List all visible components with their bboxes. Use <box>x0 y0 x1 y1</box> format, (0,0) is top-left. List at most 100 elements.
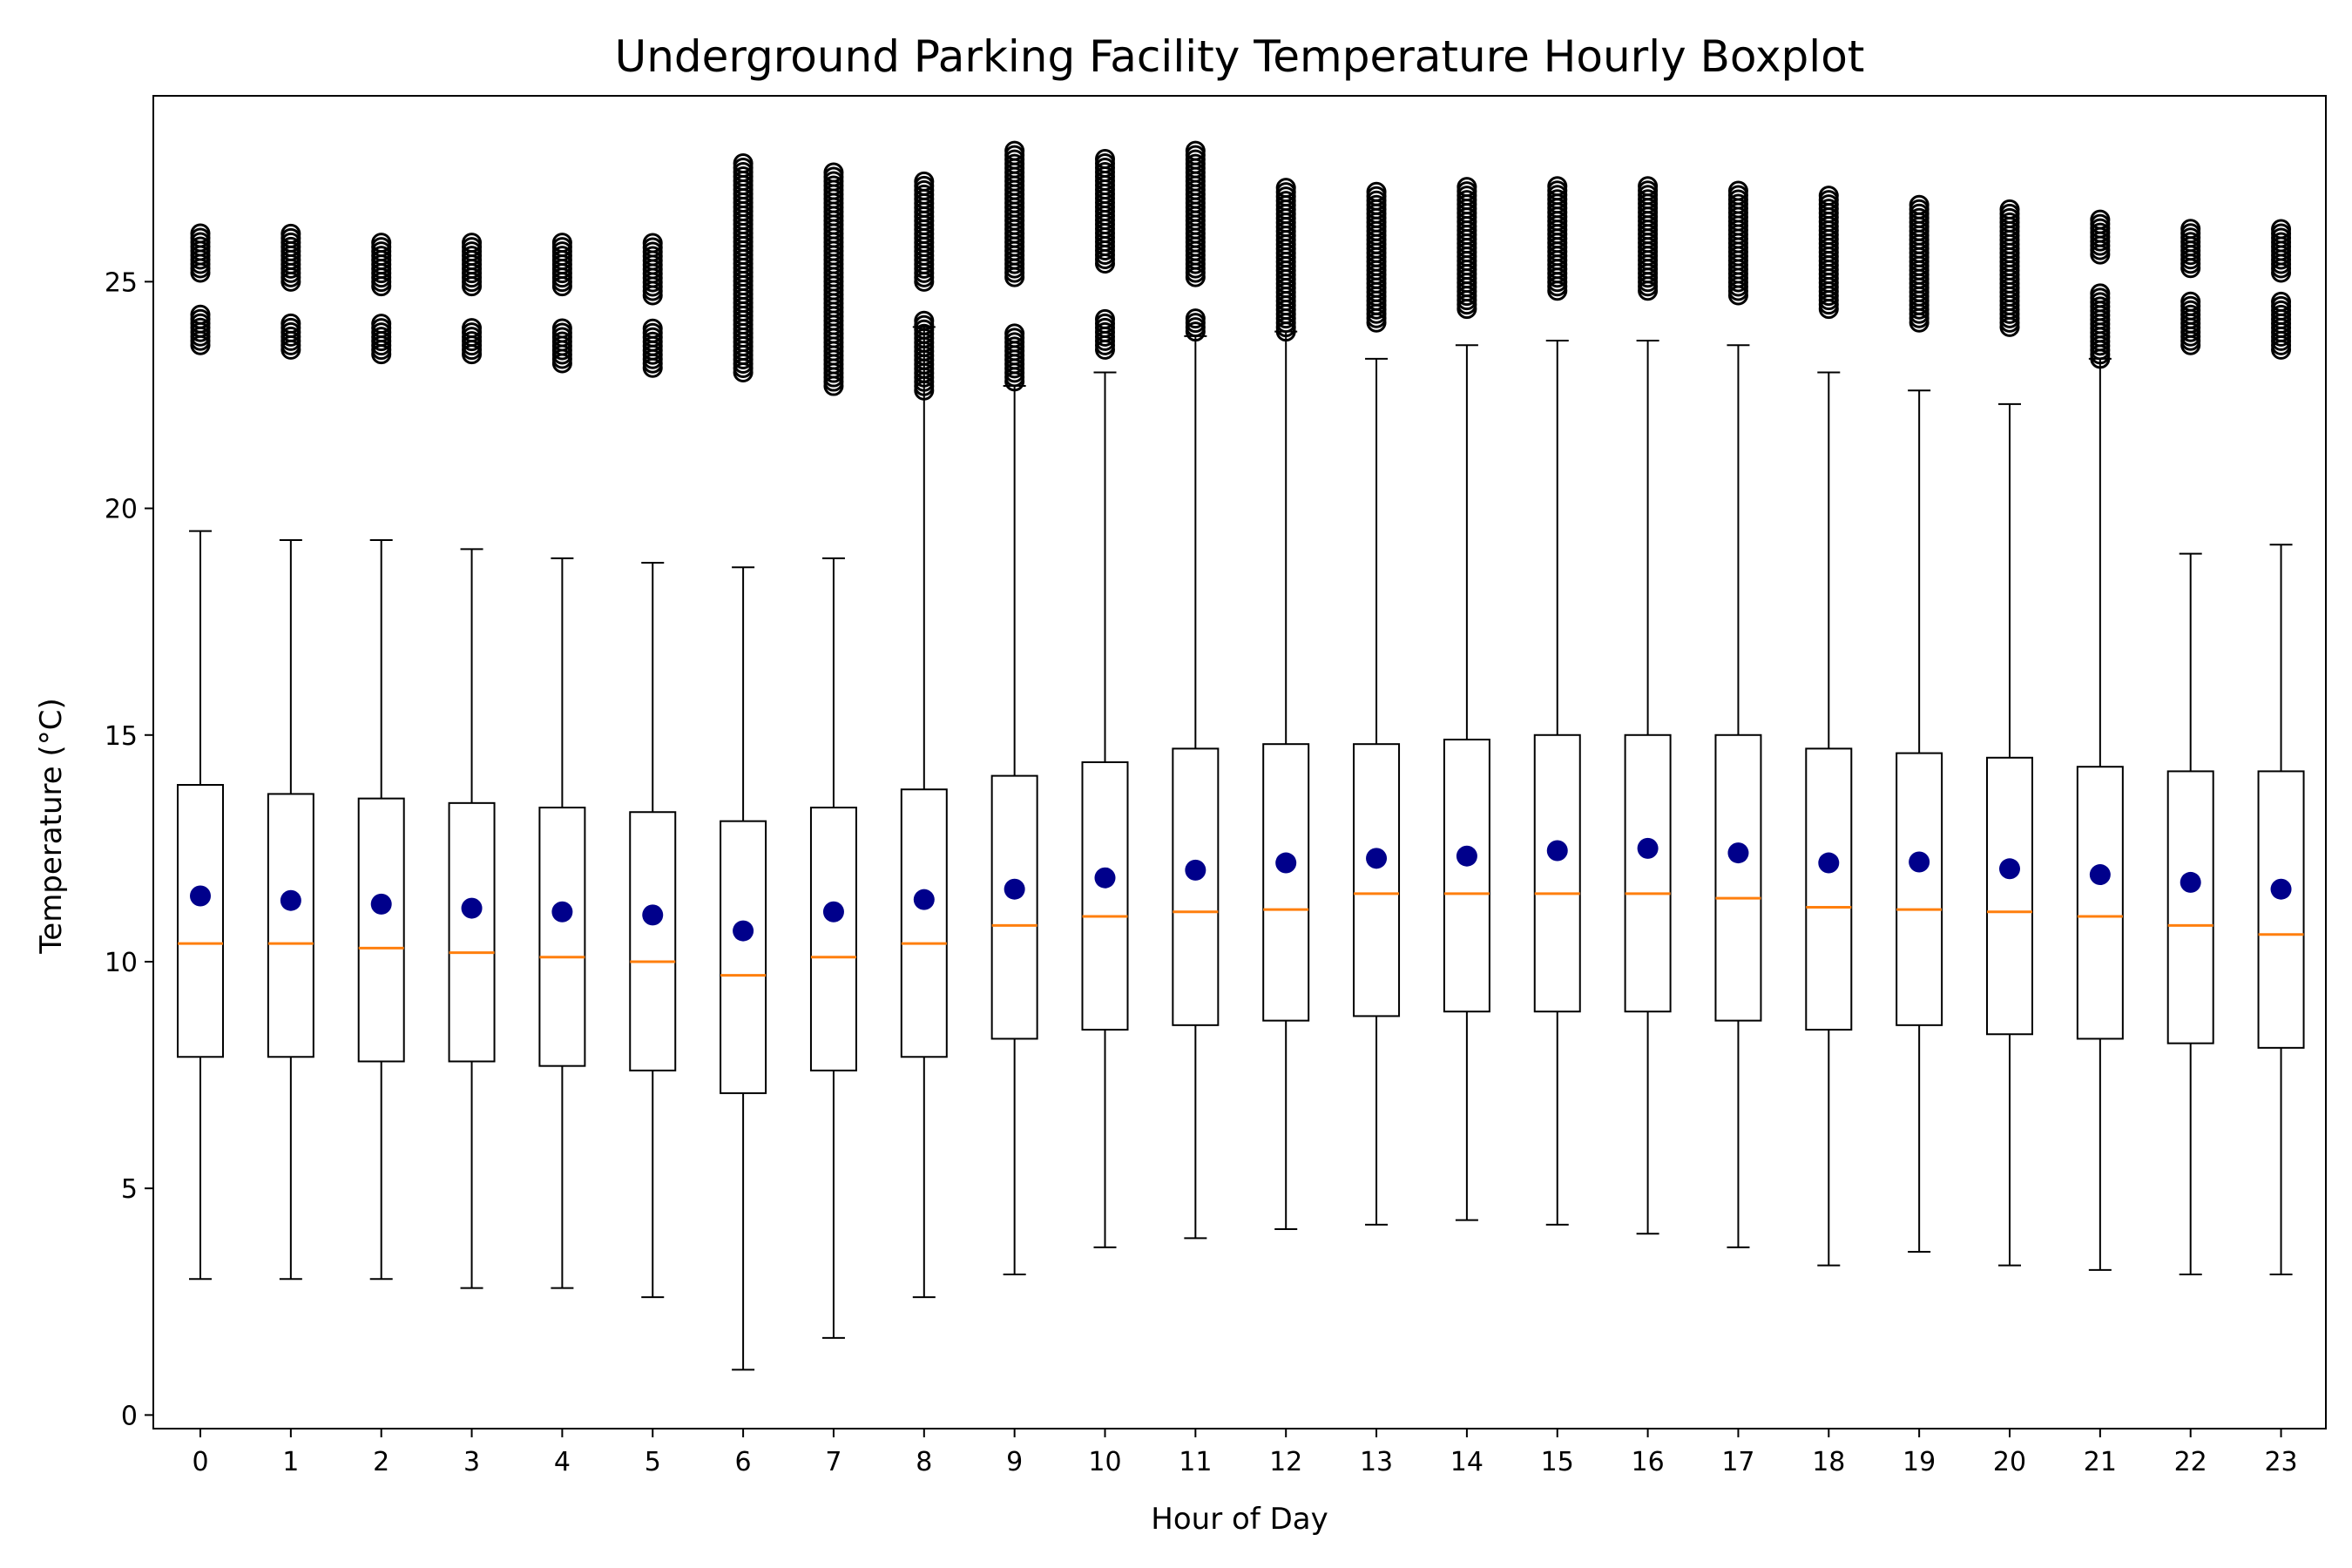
x-tick-label-14: 14 <box>1450 1447 1484 1477</box>
box-20 <box>1986 756 2033 1036</box>
outlier-point-4 <box>551 233 572 253</box>
y-tick-label-10: 10 <box>105 948 138 978</box>
outlier-point-13 <box>1366 181 1387 202</box>
x-tick-label-21: 21 <box>2084 1447 2117 1477</box>
box-11 <box>1172 747 1220 1026</box>
outlier-point-11 <box>1185 140 1206 161</box>
outlier-point-16 <box>1638 176 1659 197</box>
outlier-point-10 <box>1095 308 1115 329</box>
x-tick-label-10: 10 <box>1088 1447 1121 1477</box>
x-tick-label-18: 18 <box>1812 1447 1845 1477</box>
box-22 <box>2166 770 2214 1044</box>
outlier-point-21 <box>2090 283 2111 304</box>
x-tick-label-11: 11 <box>1179 1447 1212 1477</box>
x-tick-label-16: 16 <box>1632 1447 1665 1477</box>
box-4 <box>538 807 586 1067</box>
mean-marker-17 <box>1727 842 1749 864</box>
mean-marker-14 <box>1456 845 1477 867</box>
mean-marker-4 <box>551 901 573 923</box>
mean-marker-21 <box>2089 864 2111 886</box>
outlier-point-22 <box>2180 219 2201 240</box>
x-tick-label-3: 3 <box>463 1447 480 1477</box>
outlier-point-20 <box>1999 199 2020 220</box>
x-tick-label-4: 4 <box>554 1447 571 1477</box>
x-tick-label-1: 1 <box>282 1447 299 1477</box>
mean-marker-13 <box>1366 848 1388 869</box>
y-tick-label-25: 25 <box>105 267 138 298</box>
box-5 <box>629 811 677 1071</box>
mean-marker-10 <box>1094 867 1116 889</box>
outlier-point-0 <box>190 223 211 244</box>
y-tick-label-20: 20 <box>105 495 138 525</box>
outlier-point-2 <box>371 314 392 335</box>
x-tick-label-20: 20 <box>1993 1447 2026 1477</box>
box-6 <box>720 820 767 1094</box>
outlier-point-10 <box>1095 149 1115 170</box>
x-tick-label-6: 6 <box>735 1447 752 1477</box>
box-17 <box>1714 733 1762 1022</box>
mean-marker-0 <box>190 885 211 907</box>
outlier-point-6 <box>733 152 754 173</box>
mean-marker-23 <box>2270 878 2292 900</box>
y-axis-label: Temperature (°C) <box>34 698 69 954</box>
outlier-point-18 <box>1818 186 1839 206</box>
x-tick-label-22: 22 <box>2174 1447 2207 1477</box>
x-axis-label: Hour of Day <box>1151 1502 1328 1537</box>
mean-marker-16 <box>1637 837 1659 859</box>
mean-marker-5 <box>642 904 664 926</box>
box-23 <box>2257 770 2305 1049</box>
box-8 <box>900 788 948 1058</box>
x-tick-label-5: 5 <box>645 1447 661 1477</box>
box-1 <box>267 793 314 1058</box>
outlier-point-8 <box>914 171 935 192</box>
x-tick-label-7: 7 <box>825 1447 841 1477</box>
box-3 <box>448 801 496 1063</box>
mean-marker-7 <box>822 901 844 923</box>
x-tick-label-2: 2 <box>373 1447 389 1477</box>
outlier-point-5 <box>642 233 663 253</box>
box-13 <box>1353 743 1401 1017</box>
mean-marker-2 <box>370 893 392 915</box>
box-12 <box>1262 743 1310 1022</box>
x-tick-label-23: 23 <box>2264 1447 2297 1477</box>
mean-marker-6 <box>733 920 754 942</box>
x-tick-label-8: 8 <box>916 1447 932 1477</box>
y-tick-label-0: 0 <box>121 1401 138 1431</box>
x-tick-label-13: 13 <box>1360 1447 1393 1477</box>
outlier-point-2 <box>371 233 392 253</box>
outlier-point-19 <box>1909 194 1930 215</box>
chart-title: Underground Parking Facility Temperature… <box>615 31 1865 82</box>
box-0 <box>177 784 224 1058</box>
outlier-point-21 <box>2090 209 2111 230</box>
mean-marker-12 <box>1275 852 1297 874</box>
x-tick-label-15: 15 <box>1541 1447 1574 1477</box>
x-tick-label-9: 9 <box>1006 1447 1023 1477</box>
outlier-point-4 <box>551 318 572 339</box>
outlier-point-9 <box>1004 323 1025 344</box>
outlier-point-1 <box>280 223 301 244</box>
box-10 <box>1081 761 1129 1031</box>
outlier-point-7 <box>823 162 844 183</box>
outlier-point-22 <box>2180 291 2201 312</box>
outlier-point-12 <box>1275 178 1296 199</box>
box-19 <box>1896 752 1943 1026</box>
mean-marker-9 <box>1004 878 1025 900</box>
outlier-point-23 <box>2271 291 2292 312</box>
outlier-point-9 <box>1004 140 1025 161</box>
y-tick-label-15: 15 <box>105 721 138 752</box>
outlier-point-3 <box>462 233 483 253</box>
outlier-point-3 <box>462 318 483 339</box>
plot-frame <box>152 95 2327 1429</box>
outlier-point-11 <box>1185 308 1206 329</box>
mean-marker-11 <box>1185 859 1206 881</box>
mean-marker-18 <box>1818 852 1840 874</box>
outlier-point-17 <box>1727 180 1748 201</box>
outlier-point-23 <box>2271 219 2292 240</box>
x-tick-label-0: 0 <box>192 1447 208 1477</box>
mean-marker-19 <box>1909 851 1930 873</box>
box-18 <box>1805 747 1853 1031</box>
outlier-point-1 <box>280 313 301 334</box>
mean-marker-8 <box>913 889 935 910</box>
